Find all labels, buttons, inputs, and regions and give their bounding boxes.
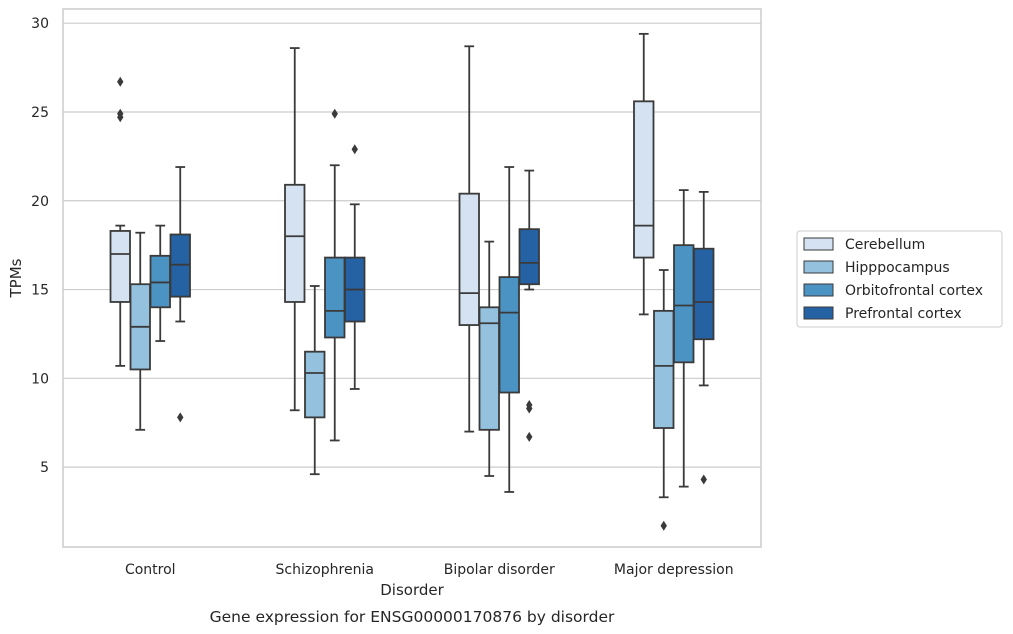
y-axis-label: TPMs xyxy=(7,258,25,298)
x-tick-label: Schizophrenia xyxy=(276,562,374,578)
box-iqr xyxy=(498,276,520,394)
legend-swatch xyxy=(803,260,834,274)
x-tick-label: Major depression xyxy=(614,562,734,578)
box-group xyxy=(344,144,366,390)
box-group xyxy=(169,166,191,423)
box-group xyxy=(149,224,171,342)
chart-caption: Gene expression for ENSG00000170876 by d… xyxy=(210,608,615,626)
legend-swatch xyxy=(803,283,834,297)
box-iqr xyxy=(304,350,326,419)
y-tick-label: 15 xyxy=(31,283,49,299)
box-iqr xyxy=(458,192,480,326)
y-tick-label: 5 xyxy=(40,460,49,476)
box-group xyxy=(109,76,131,367)
legend-swatch xyxy=(803,237,834,251)
box-group xyxy=(304,285,326,476)
box-group xyxy=(518,169,540,442)
y-tick-label: 25 xyxy=(31,105,49,121)
box-iqr xyxy=(633,100,655,259)
legend-label: Prefrontal cortex xyxy=(845,306,962,322)
x-tick-label: Bipolar disorder xyxy=(444,562,555,578)
box-iqr xyxy=(518,228,540,286)
x-axis-ticks: Control Schizophrenia Bipolar disorder Majo… xyxy=(125,562,734,578)
legend: Cerebellum Hipppocampus Orbitofrontal cort… xyxy=(796,230,1003,328)
outlier-point xyxy=(526,399,533,410)
box-iqr xyxy=(653,309,675,429)
box-iqr xyxy=(109,230,131,303)
outlier-point xyxy=(177,412,184,423)
y-tick-label: 30 xyxy=(31,16,49,32)
boxes xyxy=(109,32,715,531)
box-group xyxy=(653,269,675,531)
outlier-point xyxy=(351,144,358,155)
plot-frame xyxy=(62,8,762,548)
box-group xyxy=(673,189,695,488)
box-group xyxy=(633,32,655,316)
box-group xyxy=(129,231,151,431)
box-group xyxy=(324,108,346,442)
legend-label: Orbitofrontal cortex xyxy=(845,283,983,299)
outlier-point xyxy=(331,108,338,119)
x-axis-label: Disorder xyxy=(380,581,444,599)
box-iqr xyxy=(324,256,346,339)
y-axis-ticks: 5 10 15 20 25 30 xyxy=(31,16,49,476)
box-iqr xyxy=(673,244,695,364)
x-tick-label: Control xyxy=(125,562,176,578)
legend-frame xyxy=(796,230,1003,328)
box-iqr xyxy=(284,183,306,303)
box-iqr xyxy=(478,306,500,431)
outlier-point xyxy=(117,76,124,87)
box-group xyxy=(284,47,306,412)
y-tick-label: 20 xyxy=(31,194,49,210)
outlier-point xyxy=(117,108,124,119)
legend-label: Hipppocampus xyxy=(845,260,950,276)
outlier-point xyxy=(700,474,707,485)
legend-swatch xyxy=(803,306,834,320)
box-group xyxy=(458,45,480,433)
box-group xyxy=(478,240,500,477)
box-group xyxy=(693,190,715,485)
y-tick-label: 10 xyxy=(31,371,49,387)
box-group xyxy=(498,166,520,493)
box-iqr xyxy=(693,247,715,341)
outlier-point xyxy=(660,520,667,531)
legend-label: Cerebellum xyxy=(845,237,925,253)
outlier-point xyxy=(526,431,533,442)
